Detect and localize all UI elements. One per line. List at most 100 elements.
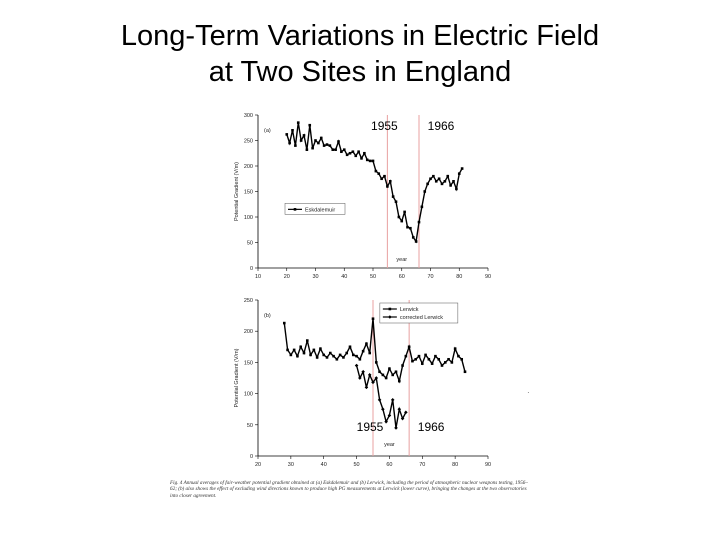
data-point [291, 129, 294, 132]
data-point [411, 359, 414, 363]
legend-entry-label: corrected Lerwick [400, 315, 443, 321]
data-point [446, 174, 450, 178]
data-point [377, 172, 381, 175]
figure: 0 50 100 150 200 250 300 10 20 30 40 50 60 70 80 90 Pote… [230, 105, 530, 520]
data-point [453, 347, 457, 350]
y-tick-label: 300 [244, 113, 253, 119]
data-point [417, 354, 421, 358]
data-point [463, 370, 467, 374]
data-point [365, 158, 369, 162]
data-point [460, 167, 464, 170]
figure-caption: Fig. 4 Annual averages of fair-weather p… [170, 480, 528, 499]
data-point [434, 180, 438, 183]
x-tick-label: 20 [284, 274, 290, 280]
data-point [397, 407, 402, 411]
data-point [299, 139, 303, 142]
data-point [424, 353, 427, 357]
data-point [378, 370, 381, 374]
data-point [371, 380, 375, 385]
stray-mark: · [527, 388, 530, 397]
legend-box [284, 203, 346, 215]
x-tick-label: 30 [312, 274, 318, 280]
data-point [430, 362, 434, 365]
data-point [285, 133, 289, 136]
data-point [354, 154, 358, 158]
data-point [302, 351, 306, 355]
y-axis-label: Potential Gradient (V/m) [234, 348, 240, 407]
data-point [460, 357, 464, 361]
data-point [315, 356, 319, 359]
x-tick-label: 50 [370, 274, 376, 280]
data-point [414, 357, 418, 361]
data-point [388, 367, 391, 370]
data-point [420, 205, 424, 209]
data-point [437, 177, 441, 181]
data-point [437, 357, 441, 361]
x-tick-label: 70 [427, 274, 433, 280]
data-point [294, 144, 297, 147]
x-tick-label: 80 [456, 274, 462, 280]
data-point [434, 354, 437, 358]
y-tick-label: 0 [250, 266, 253, 272]
data-point [397, 379, 401, 383]
data-point [380, 177, 383, 181]
x-tick-label: 40 [341, 274, 347, 280]
data-point [390, 398, 395, 402]
y-tick-label: 0 [250, 454, 253, 460]
y-tick-label: 100 [244, 392, 253, 398]
data-point [429, 177, 432, 181]
data-point [409, 226, 412, 230]
data-point [286, 348, 289, 352]
data-point [400, 219, 404, 223]
data-point [332, 354, 335, 358]
data-point [443, 361, 447, 364]
data-point [368, 159, 372, 163]
data-point [360, 157, 363, 160]
slide-title: Long-Term Variations in Electric Field a… [0, 18, 720, 90]
data-point [348, 151, 352, 155]
legend: Eskdalemuir [284, 203, 346, 215]
data-point [322, 353, 326, 357]
data-point [342, 356, 345, 359]
data-point [449, 184, 452, 187]
data-point [426, 182, 429, 186]
panel-label: (b) [264, 313, 271, 319]
x-tick-label: 60 [386, 462, 392, 468]
data-point [457, 172, 461, 175]
data-point [406, 225, 409, 229]
data-point [414, 240, 418, 243]
data-point [391, 373, 395, 377]
data-point [328, 144, 332, 147]
x-tick-label: 40 [321, 462, 327, 468]
data-point [457, 354, 460, 358]
legend-entry-label: Eskdalemuir [305, 207, 335, 213]
title-line-1: Long-Term Variations in Electric Field [120, 20, 600, 52]
legend-marker [388, 315, 392, 319]
data-point [355, 354, 358, 358]
data-point [381, 407, 385, 411]
x-tick-label: 70 [419, 462, 425, 468]
data-point [338, 353, 342, 357]
data-point [417, 220, 421, 224]
data-point [440, 182, 444, 186]
data-point [411, 236, 415, 239]
data-point [423, 190, 427, 193]
data-point [342, 148, 346, 151]
x-tick-label: 80 [452, 462, 458, 468]
data-point [432, 174, 435, 178]
y-tick-label: 100 [244, 215, 253, 221]
data-point [401, 364, 404, 367]
data-point [331, 148, 335, 151]
data-point [365, 342, 368, 345]
data-point [383, 174, 386, 178]
data-point [371, 159, 375, 163]
y-tick-label: 250 [244, 139, 253, 145]
series-line-2 [355, 365, 407, 429]
data-point [420, 362, 424, 365]
data-point [381, 373, 385, 377]
data-point [335, 357, 339, 361]
data-point [374, 376, 379, 380]
y-axis-label: Potential Gradient (V/m) [234, 162, 240, 221]
data-point [404, 410, 408, 415]
data-point [384, 419, 388, 424]
